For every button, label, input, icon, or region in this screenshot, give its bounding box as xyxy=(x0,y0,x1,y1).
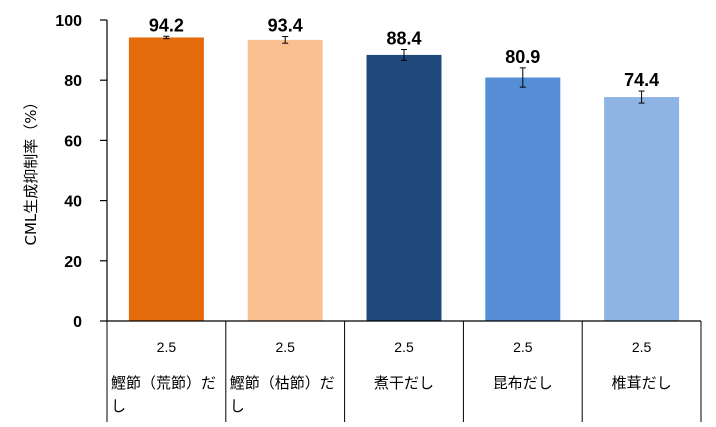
concentration-label: 2.5 xyxy=(513,339,533,355)
y-tick-label: 80 xyxy=(64,73,82,90)
category-label: し xyxy=(111,397,126,415)
y-tick-label: 40 xyxy=(64,194,82,211)
bar xyxy=(604,97,680,321)
data-label: 74.4 xyxy=(624,70,659,90)
concentration-label: 2.5 xyxy=(275,339,295,355)
data-label: 80.9 xyxy=(505,47,540,67)
x-category-labels: 2.5鰹節（荒節）だし2.5鰹節（枯節）だし2.5煮干だし2.5昆布だし2.5椎… xyxy=(111,339,672,415)
bar xyxy=(366,54,442,321)
concentration-label: 2.5 xyxy=(632,339,652,355)
y-tick-label: 20 xyxy=(64,254,82,271)
y-tick-labels: 0 20 40 60 80 100 xyxy=(55,13,82,331)
y-axis-label: CML生成抑制率（%） xyxy=(22,94,40,245)
y-tick-label: 60 xyxy=(64,133,82,150)
bars-group xyxy=(128,37,680,322)
bar xyxy=(485,77,561,321)
y-tick-label: 0 xyxy=(73,314,82,331)
bar xyxy=(128,37,204,321)
category-label: 煮干だし xyxy=(374,374,434,392)
error-bars-group xyxy=(163,35,645,104)
axes-group xyxy=(100,19,702,422)
data-label: 93.4 xyxy=(268,16,303,36)
data-label: 88.4 xyxy=(386,28,421,48)
bar xyxy=(247,39,323,322)
category-label: 昆布だし xyxy=(493,374,553,392)
data-labels-group: 94.2 93.4 88.4 80.9 74.4 xyxy=(149,15,659,90)
y-tick-label: 100 xyxy=(55,13,82,30)
category-label: 椎茸だし xyxy=(612,374,672,392)
concentration-label: 2.5 xyxy=(394,339,414,355)
category-label: 鰹節（枯節）だ xyxy=(230,374,335,392)
category-label: 鰹節（荒節）だ xyxy=(111,374,216,392)
data-label: 94.2 xyxy=(149,15,184,35)
concentration-label: 2.5 xyxy=(157,339,177,355)
category-label: し xyxy=(230,397,245,415)
